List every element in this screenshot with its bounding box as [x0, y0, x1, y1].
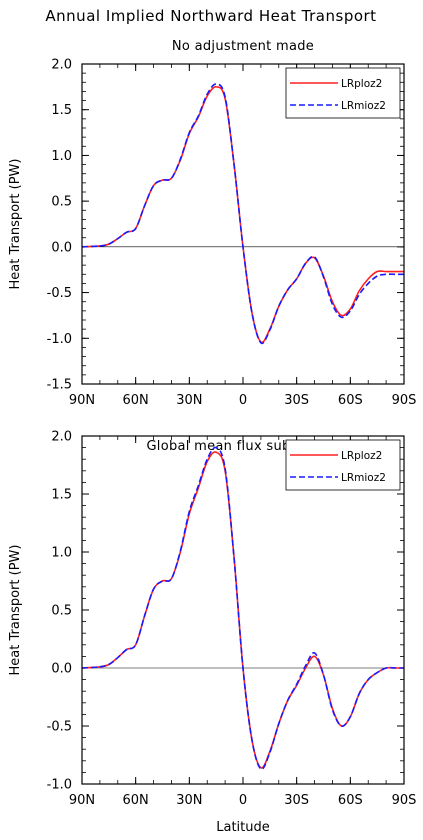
legend-label: LRmioz2 [341, 472, 386, 484]
legend-box [285, 439, 401, 491]
series-line-lrmioz2 [81, 83, 404, 345]
x-tick-label: 90S [392, 393, 417, 408]
y-tick-label: -1.5 [47, 378, 72, 393]
y-tick-label: -0.5 [47, 286, 72, 301]
x-tick-label: 30S [284, 393, 309, 408]
panel-no-adjustment: No adjustment made -1.5 -1.0 -0.5 0.0 0.5 1.0 1… [8, 39, 416, 408]
x-tick-label: 60N [123, 393, 149, 408]
y-tick-label: 0.0 [51, 662, 72, 677]
legend-box [285, 67, 401, 119]
y-tick-label: 1.5 [51, 103, 72, 118]
y-tick-label: 1.5 [51, 488, 72, 503]
panel-global-mean-subtracted: Global mean flux subtracted-1.0-0.50.00.… [8, 430, 416, 836]
y-tick-label: -1.0 [47, 332, 72, 347]
x-tick-label: 30S [284, 793, 309, 808]
x-tick-label: 60S [338, 793, 363, 808]
series-line-lrploz2 [81, 86, 404, 344]
y-axis-label: Heat Transport (PW) [8, 545, 23, 676]
y-tick-label: 0.5 [51, 195, 72, 210]
y-tick-label: 2.0 [51, 430, 72, 445]
x-tick-label: 0 [239, 393, 247, 408]
x-tick-label: 60N [123, 793, 149, 808]
series-line-lrmioz2 [81, 446, 404, 770]
y-tick-label: 0.0 [51, 240, 72, 255]
x-tick-label: 30N [176, 393, 202, 408]
legend-label: LRploz2 [341, 78, 382, 90]
legend-label: LRmioz2 [341, 100, 386, 112]
x-axis-label: Latitude [216, 820, 270, 835]
plot-frame [81, 63, 405, 385]
plot-frame [81, 435, 405, 785]
x-tick-label: 0 [239, 793, 247, 808]
figure-title: Annual Implied Northward Heat Transport [45, 7, 376, 25]
x-tick-label: 60S [338, 393, 363, 408]
x-tick-label: 90S [392, 793, 417, 808]
series-line-lrploz2 [81, 451, 404, 769]
y-tick-label: 2.0 [51, 58, 72, 73]
y-tick-label: -1.0 [47, 778, 72, 793]
x-tick-label: 30N [176, 793, 202, 808]
y-tick-label: 1.0 [51, 149, 72, 164]
x-tick-label: 90N [69, 393, 95, 408]
legend-label: LRploz2 [341, 450, 382, 462]
panel-title: No adjustment made [172, 39, 314, 54]
x-tick-label: 90N [69, 793, 95, 808]
y-tick-label: 1.0 [51, 546, 72, 561]
y-tick-label: -0.5 [47, 720, 72, 735]
y-tick-label: 0.5 [51, 604, 72, 619]
y-axis-label: Heat Transport (PW) [8, 159, 23, 290]
